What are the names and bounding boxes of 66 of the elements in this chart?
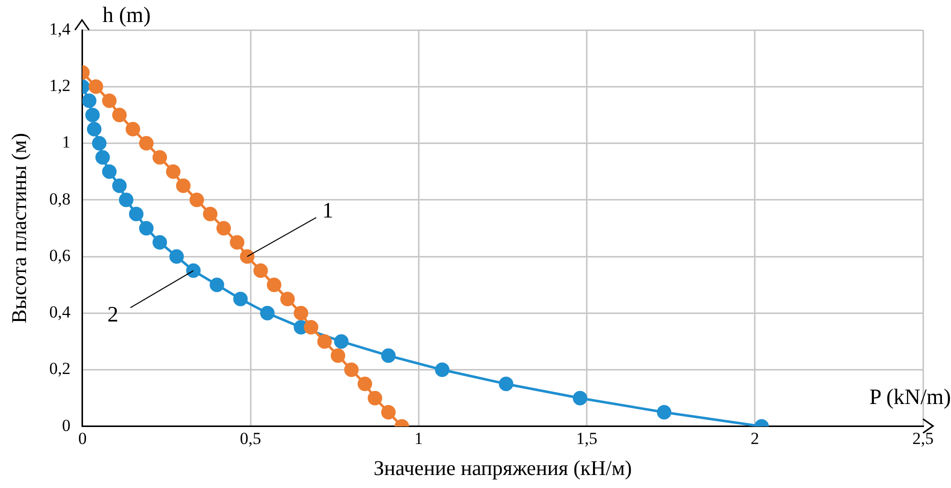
point xyxy=(216,220,231,236)
point xyxy=(126,122,140,136)
point xyxy=(139,220,154,236)
point xyxy=(102,94,117,108)
point xyxy=(128,206,144,222)
point xyxy=(334,334,349,349)
point xyxy=(344,362,359,378)
y-tick-label: 0,2 xyxy=(49,359,70,378)
y-tick-label: 1,2 xyxy=(49,76,70,96)
point xyxy=(381,348,396,363)
point xyxy=(230,235,244,250)
x-axis-title: Значение напряжения (кН/м) xyxy=(374,456,632,480)
point xyxy=(85,108,100,122)
point xyxy=(240,249,254,264)
point xyxy=(186,263,201,278)
point xyxy=(434,362,450,378)
y-tick-label: 1 xyxy=(62,132,70,152)
point xyxy=(112,178,127,193)
text: 2 xyxy=(107,301,118,326)
text: h (m) xyxy=(102,2,151,27)
point xyxy=(202,206,218,222)
point xyxy=(152,235,168,250)
x-tick-label: 1,5 xyxy=(576,429,598,448)
y-axis-title: Высота пластины (м) xyxy=(7,133,32,324)
x-tick-label: 2 xyxy=(750,429,760,448)
point xyxy=(368,390,382,406)
x-tick-label: 0 xyxy=(78,429,87,448)
point xyxy=(304,320,318,335)
point xyxy=(381,404,396,420)
point xyxy=(330,348,346,363)
point xyxy=(266,278,282,292)
point xyxy=(358,376,372,392)
point xyxy=(294,306,308,320)
point xyxy=(190,192,204,208)
point xyxy=(280,292,295,306)
point xyxy=(233,292,248,306)
point xyxy=(102,164,117,179)
y-tick-label: 1,4 xyxy=(49,19,71,38)
y-tick-label: 0,8 xyxy=(49,189,70,208)
point xyxy=(260,306,275,320)
point xyxy=(656,404,672,420)
point xyxy=(92,136,107,151)
point xyxy=(88,79,104,94)
point xyxy=(176,178,191,193)
point xyxy=(82,94,96,108)
point xyxy=(317,334,332,349)
point xyxy=(95,150,110,165)
x-tick-label: 0,5 xyxy=(240,429,262,448)
point xyxy=(169,249,184,264)
y-tick-label: 0,6 xyxy=(49,246,70,265)
text: 1 xyxy=(322,197,334,222)
point xyxy=(572,390,588,406)
point xyxy=(86,122,102,136)
point xyxy=(498,376,514,392)
x-tick-label: 1 xyxy=(414,429,423,448)
annotation: P (kN/m) xyxy=(869,384,951,410)
point xyxy=(112,108,127,122)
point xyxy=(210,278,224,292)
point xyxy=(166,164,180,179)
point xyxy=(118,192,134,208)
y-tick-label: 0,4 xyxy=(49,302,71,322)
point xyxy=(139,136,154,151)
y-tick-label: 0 xyxy=(62,416,70,435)
point xyxy=(152,150,168,165)
point xyxy=(253,263,268,278)
x-tick-label: 2,5 xyxy=(912,429,934,448)
